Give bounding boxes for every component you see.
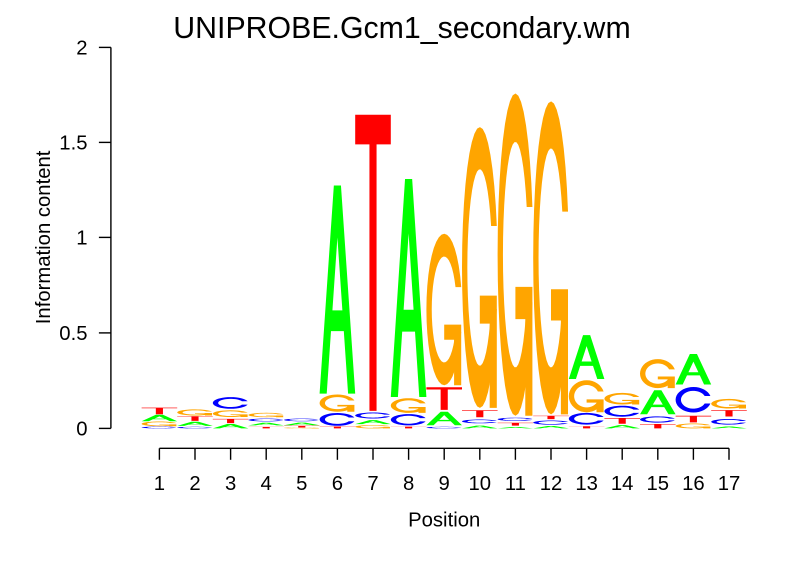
svg-text:1: 1 [154, 473, 165, 495]
svg-text:6: 6 [332, 473, 343, 495]
svg-text:11: 11 [505, 473, 526, 495]
svg-text:14: 14 [611, 473, 634, 495]
svg-text:13: 13 [575, 473, 598, 495]
svg-text:7: 7 [367, 473, 378, 495]
svg-text:10: 10 [469, 473, 492, 495]
svg-text:4: 4 [261, 473, 272, 495]
svg-text:UNIPROBE.Gcm1_secondary.wm: UNIPROBE.Gcm1_secondary.wm [173, 12, 630, 45]
svg-text:9: 9 [439, 473, 450, 495]
svg-text:16: 16 [682, 473, 705, 495]
svg-text:3: 3 [225, 473, 236, 495]
svg-text:Position: Position [408, 510, 480, 532]
svg-text:15: 15 [647, 473, 670, 495]
svg-text:5: 5 [296, 473, 307, 495]
svg-text:2: 2 [76, 37, 87, 59]
svg-text:0: 0 [76, 418, 87, 440]
svg-text:0.5: 0.5 [59, 323, 87, 345]
svg-text:Information content: Information content [33, 150, 55, 324]
svg-text:8: 8 [403, 473, 414, 495]
svg-text:12: 12 [540, 473, 563, 495]
svg-text:1.5: 1.5 [59, 132, 87, 154]
svg-text:17: 17 [718, 473, 741, 495]
svg-text:2: 2 [189, 473, 200, 495]
svg-text:1: 1 [76, 227, 87, 249]
